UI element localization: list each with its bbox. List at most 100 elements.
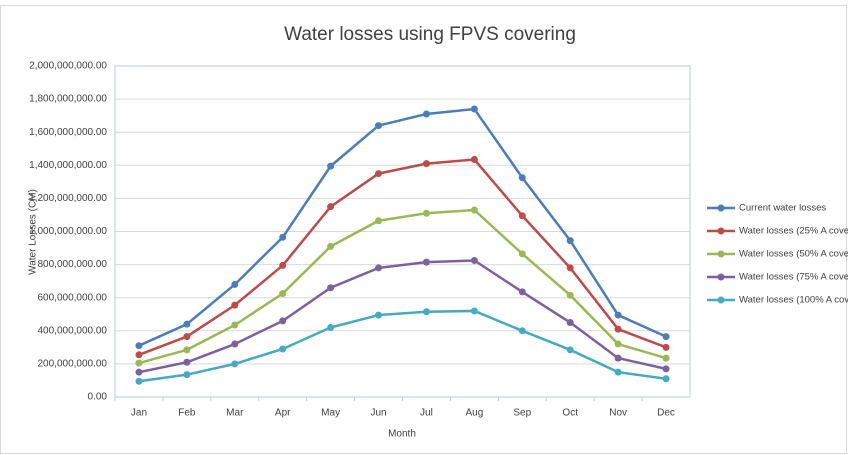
point-marker	[183, 346, 191, 354]
point-marker	[375, 311, 383, 319]
legend-label: Water losses (25% A covered)	[739, 226, 848, 237]
y-tick-label: 2,000,000,000.00	[29, 61, 107, 72]
series-line	[138, 259, 667, 374]
x-tick-label: Nov	[609, 408, 627, 419]
y-tick-label: 1,800,000,000.00	[29, 94, 107, 105]
x-tick-label: Jun	[370, 408, 386, 419]
point-marker	[327, 203, 335, 211]
point-marker	[135, 342, 143, 350]
point-marker	[614, 368, 622, 376]
point-marker	[422, 160, 430, 168]
point-marker	[470, 256, 478, 264]
x-axis-label: Month	[388, 429, 416, 440]
point-marker	[470, 307, 478, 315]
point-marker	[518, 288, 526, 296]
y-tick-label: 200,000,000.00	[37, 359, 107, 370]
legend-label: Water losses (50% A covered)	[739, 249, 848, 260]
legend-marker	[717, 227, 725, 235]
series-line	[138, 107, 667, 347]
point-marker	[614, 354, 622, 362]
y-axis-label: Water Losses (CM)	[28, 189, 39, 275]
point-marker	[422, 258, 430, 266]
x-tick-label: Feb	[178, 408, 196, 419]
y-tick-label: 1,400,000,000.00	[29, 160, 107, 171]
y-tick-label: 0.00	[88, 392, 108, 403]
point-marker	[518, 250, 526, 258]
point-marker	[566, 346, 574, 354]
point-marker	[327, 323, 335, 331]
point-marker	[231, 340, 239, 348]
y-tick-label: 600,000,000.00	[37, 292, 107, 303]
point-marker	[375, 122, 383, 130]
legend-entry: Current water losses	[707, 203, 826, 214]
point-marker	[231, 321, 239, 329]
legend-marker	[717, 204, 725, 212]
legend-marker	[717, 273, 725, 281]
point-marker	[279, 317, 287, 325]
point-marker	[566, 319, 574, 327]
y-tick-label: 400,000,000.00	[37, 325, 107, 336]
y-tick-label: 800,000,000.00	[37, 259, 107, 270]
point-marker	[422, 209, 430, 217]
point-marker	[135, 351, 143, 359]
point-marker	[183, 320, 191, 328]
legend-label: Water losses (100% A covered)	[739, 295, 848, 306]
point-marker	[566, 291, 574, 299]
point-marker	[470, 105, 478, 113]
point-marker	[614, 311, 622, 319]
point-marker	[614, 325, 622, 333]
point-marker	[662, 354, 670, 362]
legend-entry: Water losses (75% A covered)	[707, 272, 848, 283]
y-tick-label: 1,200,000,000.00	[29, 193, 107, 204]
point-marker	[375, 170, 383, 178]
point-marker	[518, 212, 526, 220]
point-marker	[327, 284, 335, 292]
legend-entry: Water losses (25% A covered)	[707, 226, 848, 237]
x-tick-label: Oct	[562, 408, 578, 419]
series-line	[138, 208, 667, 365]
point-marker	[662, 333, 670, 341]
point-marker	[327, 242, 335, 250]
legend-label: Current water losses	[739, 203, 826, 214]
point-marker	[375, 264, 383, 272]
point-marker	[422, 308, 430, 316]
legend-marker	[717, 296, 725, 304]
point-marker	[135, 359, 143, 367]
point-marker	[279, 345, 287, 353]
point-marker	[183, 371, 191, 379]
x-tick-label: Jan	[131, 408, 147, 419]
x-tick-label: Jul	[420, 408, 433, 419]
point-marker	[327, 162, 335, 170]
point-marker	[279, 233, 287, 241]
point-marker	[279, 290, 287, 298]
point-marker	[566, 264, 574, 272]
point-marker	[231, 280, 239, 288]
point-marker	[614, 340, 622, 348]
legend-marker	[717, 250, 725, 258]
y-tick-label: 1,600,000,000.00	[29, 127, 107, 138]
x-tick-label: Aug	[465, 408, 483, 419]
point-marker	[422, 110, 430, 118]
point-marker	[279, 261, 287, 269]
legend-entry: Water losses (50% A covered)	[707, 249, 848, 260]
point-marker	[470, 156, 478, 164]
point-marker	[135, 377, 143, 385]
series-line	[138, 309, 667, 383]
x-tick-label: Apr	[275, 408, 291, 419]
x-tick-label: May	[321, 408, 340, 419]
point-marker	[518, 327, 526, 335]
point-marker	[183, 333, 191, 341]
point-marker	[662, 343, 670, 351]
point-marker	[662, 375, 670, 383]
x-tick-label: Mar	[226, 408, 244, 419]
point-marker	[470, 206, 478, 214]
legend-entry: Water losses (100% A covered)	[707, 295, 848, 306]
point-marker	[375, 217, 383, 225]
point-marker	[135, 368, 143, 376]
point-marker	[231, 360, 239, 368]
point-marker	[566, 237, 574, 245]
series-line	[138, 158, 667, 356]
legend-label: Water losses (75% A covered)	[739, 272, 848, 283]
x-tick-label: Sep	[513, 408, 531, 419]
